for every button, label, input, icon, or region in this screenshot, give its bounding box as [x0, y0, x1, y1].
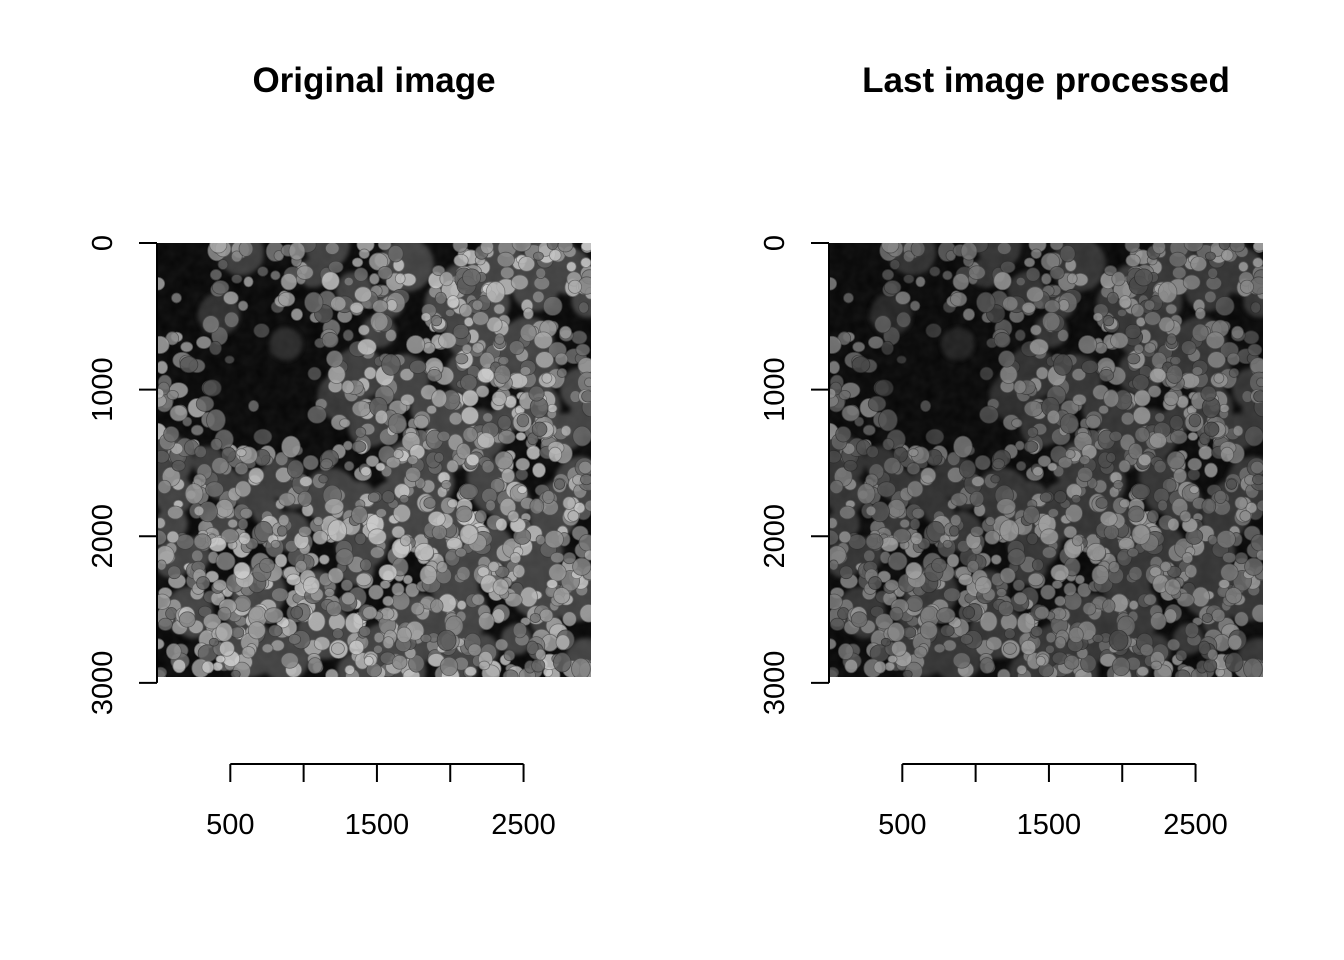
- y-tick-label: 1000: [759, 357, 791, 422]
- panel-last-image-processed: Last image processed 0 1000 2000 3000 500 15…: [759, 61, 1263, 841]
- x-tick-label: 2500: [1163, 809, 1228, 841]
- y-tick-label: 3000: [87, 651, 119, 716]
- micrograph-original: [157, 243, 591, 677]
- panel-title-processed: Last image processed: [862, 61, 1230, 100]
- x-tick-label: 1500: [345, 809, 410, 841]
- y-axis-processed: 0 1000 2000 3000: [759, 235, 830, 716]
- x-axis-original: 500 1500 2500: [206, 763, 556, 841]
- x-tick-label: 1500: [1017, 809, 1082, 841]
- y-tick-label: 1000: [87, 357, 119, 422]
- micrograph-processed: [829, 243, 1263, 677]
- panel-title-original: Original image: [252, 61, 495, 100]
- y-tick-label: 2000: [759, 504, 791, 569]
- y-axis-original: 0 1000 2000 3000: [87, 235, 158, 716]
- y-tick-label: 2000: [87, 504, 119, 569]
- x-tick-label: 500: [206, 809, 254, 841]
- x-axis-processed: 500 1500 2500: [878, 763, 1228, 841]
- x-tick-label: 500: [878, 809, 926, 841]
- y-tick-label: 3000: [759, 651, 791, 716]
- y-tick-label: 0: [87, 235, 119, 251]
- panel-original-image: Original image 0 1000 2000 3000 500 1500 2500: [87, 61, 591, 841]
- image-texture: [157, 243, 591, 677]
- x-tick-label: 2500: [491, 809, 556, 841]
- y-tick-label: 0: [759, 235, 791, 251]
- image-texture: [829, 243, 1263, 677]
